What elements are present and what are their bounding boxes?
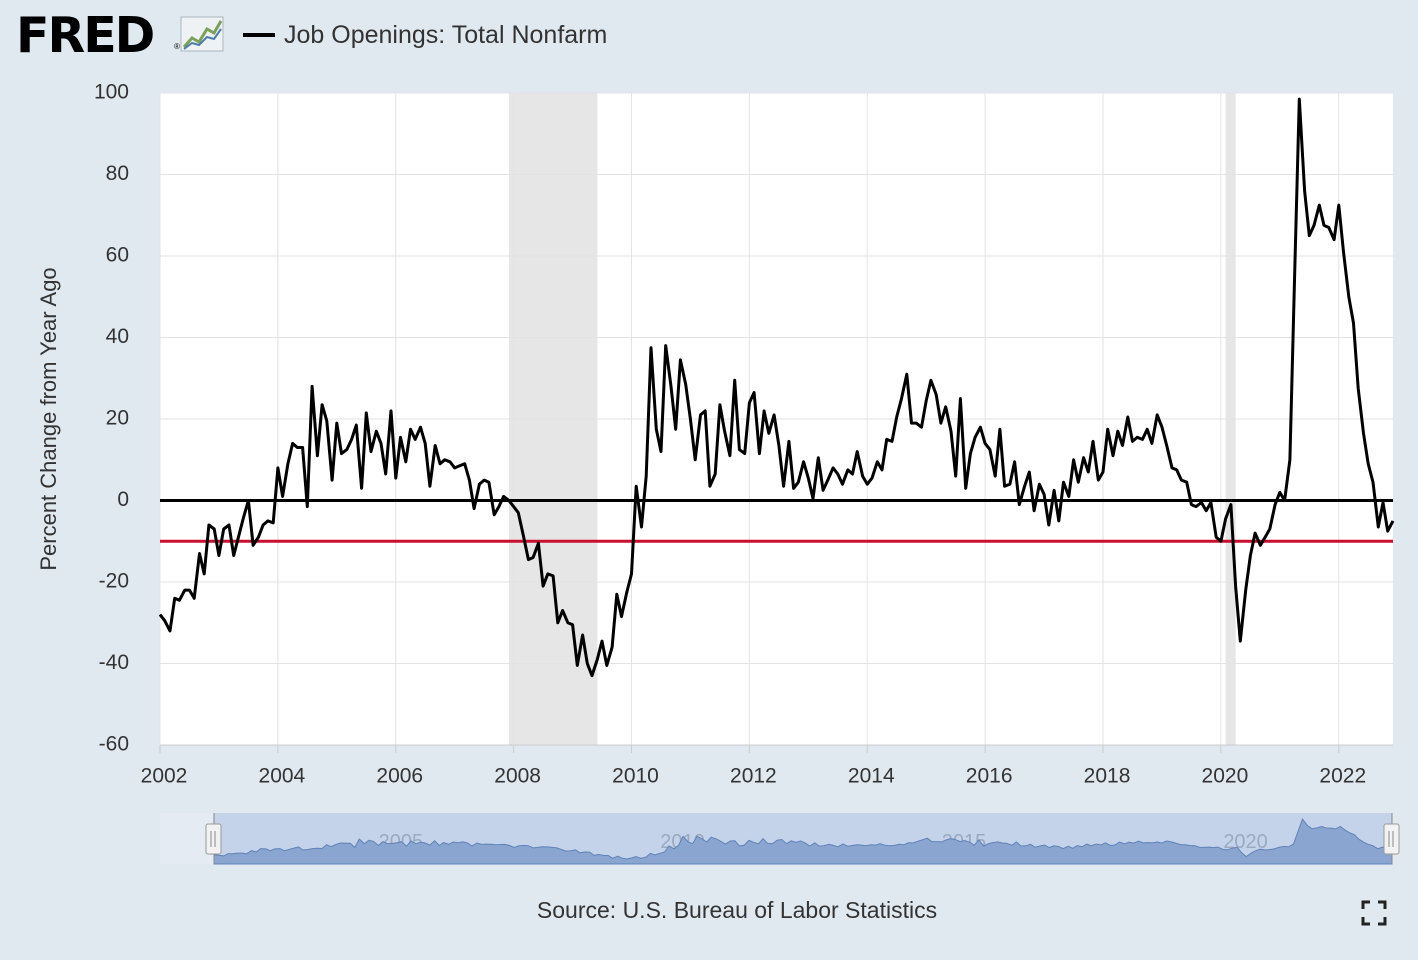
y-axis-title: Percent Change from Year Ago <box>36 267 61 570</box>
series-group <box>158 97 1395 678</box>
chart-header: FRED ® Job Openings: Total Nonfarm <box>0 0 1418 80</box>
legend-label: Job Openings: Total Nonfarm <box>284 20 608 49</box>
source-note: Source: U.S. Bureau of Labor Statistics <box>536 897 938 923</box>
x-tick-label: 2018 <box>1084 765 1131 788</box>
fred-logo[interactable]: FRED <box>16 7 155 64</box>
x-tick-label: 2010 <box>612 765 659 788</box>
y-tick-label: -20 <box>99 570 129 593</box>
x-axis-ticks: 2002 2004 2006 2008 2010 2012 2014 2016 2018 2020… <box>141 744 1393 788</box>
x-tick-label: 2022 <box>1319 765 1366 788</box>
x-tick-label: 2012 <box>730 765 777 788</box>
x-tick-label: 2008 <box>494 765 541 788</box>
series-line <box>158 97 1395 678</box>
range-navigator[interactable]: 2005201020152020 <box>160 813 1400 865</box>
y-tick-label: 100 <box>94 81 129 104</box>
chart-legend[interactable]: Job Openings: Total Nonfarm <box>243 18 607 52</box>
y-tick-label: 80 <box>106 162 129 185</box>
navigator-left-handle[interactable] <box>205 823 222 855</box>
x-tick-label: 2020 <box>1202 765 1249 788</box>
x-tick-label: 2016 <box>966 765 1013 788</box>
navigator-right-handle[interactable] <box>1383 823 1400 855</box>
y-tick-label: 60 <box>106 244 129 267</box>
registered-mark: ® <box>174 42 180 51</box>
x-tick-label: 2002 <box>141 765 188 788</box>
x-tick-label: 2014 <box>848 765 895 788</box>
y-axis-ticks: -60 -40 -20 0 20 40 60 80 100 <box>94 81 129 756</box>
legend-swatch <box>243 33 275 37</box>
x-tick-label: 2006 <box>376 765 423 788</box>
y-tick-label: -40 <box>99 651 129 674</box>
x-tick-label: 2004 <box>259 765 306 788</box>
y-tick-label: 20 <box>106 407 129 430</box>
navigator-area <box>213 818 1393 865</box>
fullscreen-icon[interactable] <box>1360 899 1388 927</box>
y-tick-label: 40 <box>106 325 129 348</box>
y-tick-label: -60 <box>99 733 129 756</box>
fred-chart-icon <box>180 16 224 52</box>
reference-lines <box>160 499 1393 543</box>
y-tick-label: 0 <box>117 488 129 511</box>
